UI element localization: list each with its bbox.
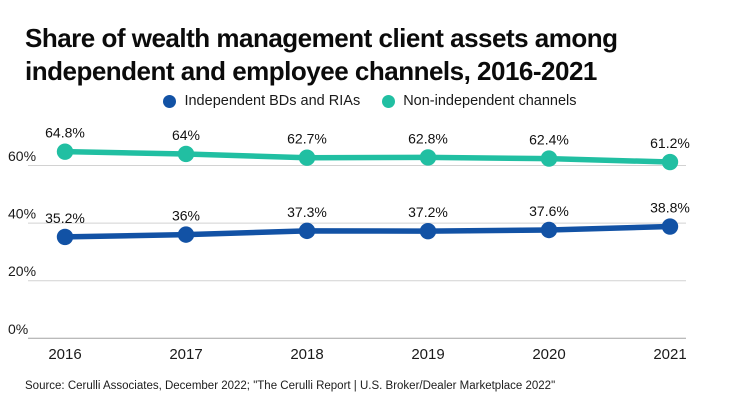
- legend-label-non-independent: Non-independent channels: [403, 93, 577, 109]
- data-label: 64%: [172, 127, 200, 143]
- data-label: 62.7%: [287, 131, 327, 147]
- y-tick-label: 60%: [8, 148, 36, 164]
- data-label: 62.8%: [408, 130, 448, 146]
- line-chart-svg: 0% 20% 40% 60% 2016 2017 2018 2019 2020 2021 35.2%…: [8, 125, 690, 363]
- x-tick-label: 2021: [653, 346, 686, 363]
- data-label: 38.8%: [650, 200, 690, 216]
- data-point: [419, 149, 437, 166]
- data-label: 35.2%: [45, 210, 85, 226]
- data-point: [298, 149, 316, 166]
- data-label: 62.4%: [529, 132, 569, 148]
- source-note: Source: Cerulli Associates, December 202…: [25, 380, 556, 392]
- chart-title-line1: Share of wealth management client assets…: [25, 23, 618, 53]
- data-label: 61.2%: [650, 135, 690, 151]
- data-label: 37.3%: [287, 204, 327, 220]
- data-point: [661, 153, 679, 171]
- data-point: [298, 222, 316, 240]
- y-tick-label: 40%: [8, 206, 36, 222]
- data-label: 37.6%: [529, 203, 569, 219]
- y-tick-label: 20%: [8, 263, 36, 279]
- chart-title-line2: independent and employee channels, 2016-…: [25, 56, 597, 86]
- legend-label-independent: Independent BDs and RIAs: [184, 93, 361, 109]
- legend-dot-teal-icon: [382, 94, 396, 108]
- data-point: [419, 222, 437, 240]
- data-point: [540, 221, 558, 239]
- legend: Independent BDs and RIAs Non-independent…: [0, 93, 740, 109]
- data-point: [177, 145, 195, 163]
- data-point: [540, 150, 558, 167]
- chart-title: Share of wealth management client assets…: [25, 22, 725, 88]
- data-point: [56, 228, 74, 246]
- x-tick-label: 2018: [290, 346, 323, 363]
- data-label: 64.8%: [45, 125, 85, 141]
- legend-item-non-independent: Non-independent channels: [382, 93, 577, 109]
- data-label: 37.2%: [408, 204, 448, 220]
- data-point: [177, 226, 195, 243]
- data-point: [661, 218, 679, 235]
- legend-item-independent: Independent BDs and RIAs: [163, 93, 360, 109]
- x-tick-label: 2020: [532, 346, 565, 363]
- series-line: [62, 148, 673, 165]
- series-line: [62, 223, 673, 240]
- x-tick-label: 2016: [48, 346, 81, 363]
- line-chart: 0% 20% 40% 60% 2016 2017 2018 2019 2020 2021 35.2%…: [0, 116, 740, 368]
- legend-dot-blue-icon: [163, 94, 177, 108]
- y-tick-label: 0%: [8, 321, 28, 337]
- x-tick-label: 2019: [411, 346, 444, 363]
- data-point: [56, 143, 74, 160]
- data-label: 36%: [172, 208, 200, 224]
- x-tick-label: 2017: [169, 346, 202, 363]
